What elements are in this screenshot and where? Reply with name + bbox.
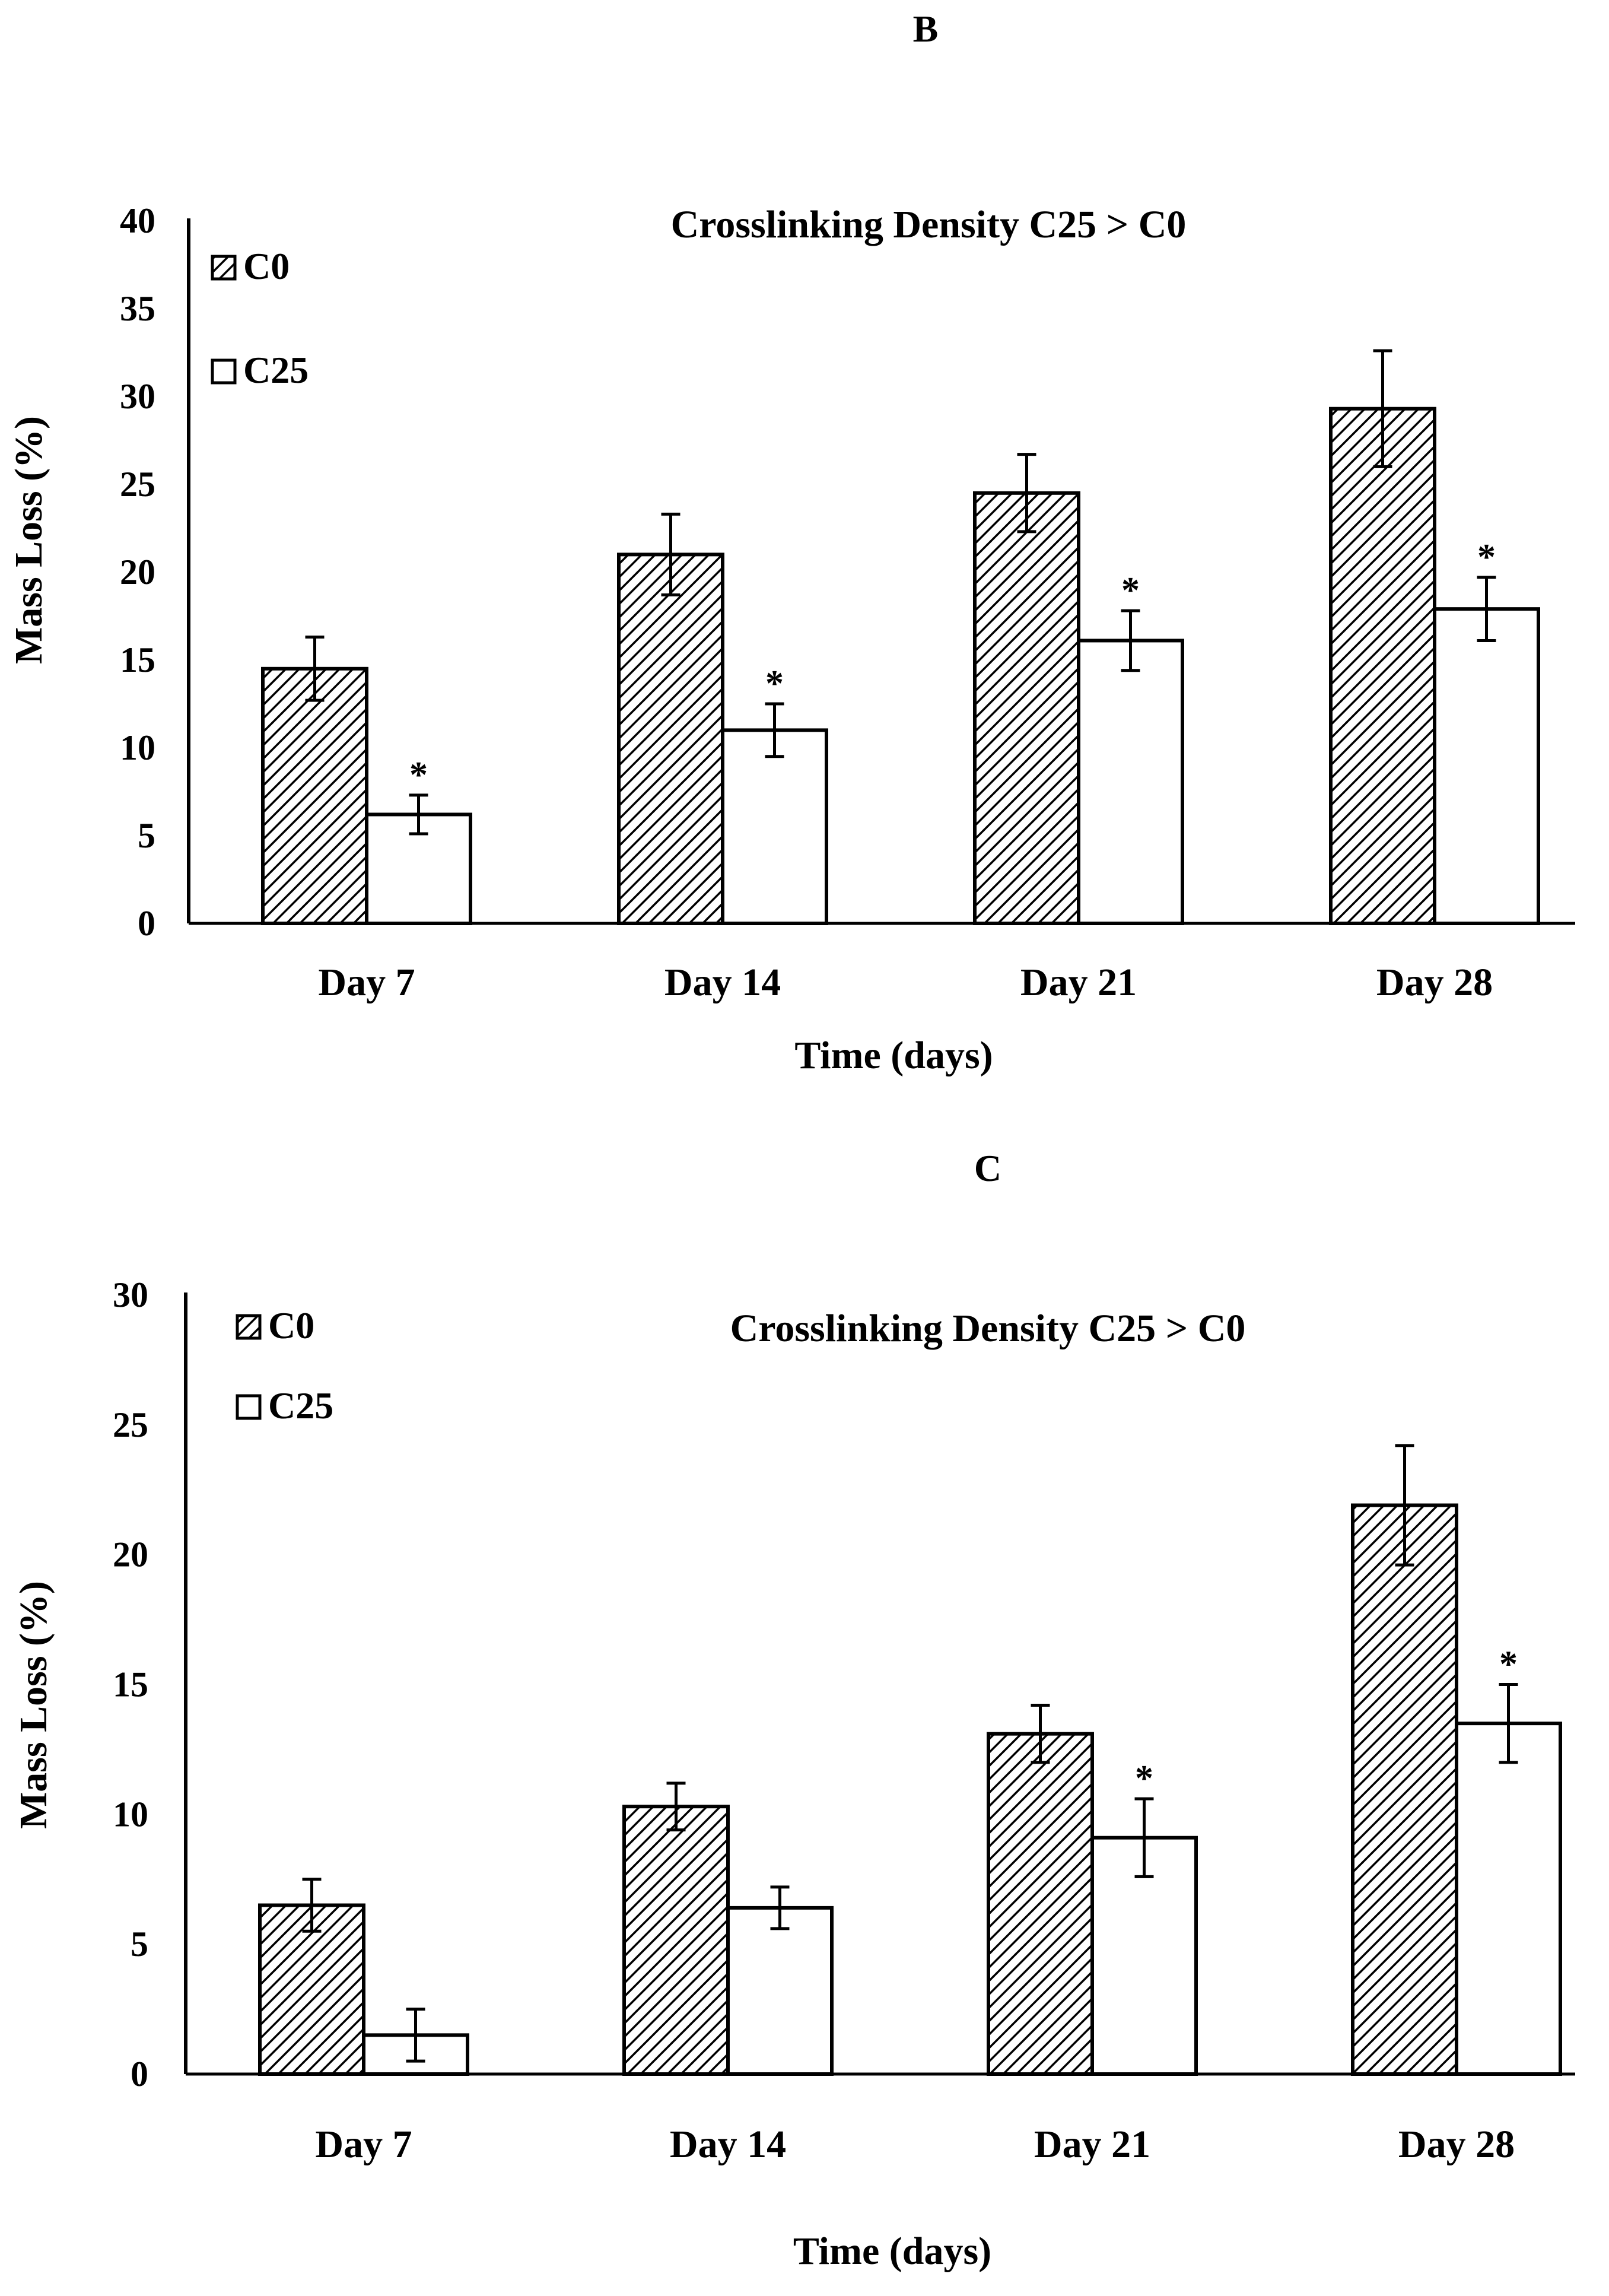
bar-c25	[1077, 639, 1184, 925]
legend-swatch-c25	[236, 1394, 262, 1420]
bar-c25	[726, 1906, 834, 2076]
bar-c0	[622, 1805, 730, 2076]
chart-panel-c: C 0 5 10 15 20 25 30 Crosslinking Density C25 >…	[0, 1116, 1609, 2296]
bar-c0	[258, 1903, 365, 2076]
chart-b-svg: B 0 5 10 15 20 25 30 35 40 Crosslinking Density C…	[7, 8, 1575, 1077]
category-label: Day 21	[1020, 961, 1137, 1004]
y-tick-label: 5	[131, 1925, 148, 1964]
bar-c0	[617, 552, 724, 925]
category-label: Day 7	[315, 2123, 412, 2166]
bar-c25	[721, 728, 828, 926]
bar-c25	[1433, 607, 1540, 926]
category-label: Day 14	[664, 961, 781, 1004]
legend-label-c0: C0	[268, 1304, 314, 1347]
y-tick-label: 30	[120, 377, 155, 416]
bar-c25	[1455, 1722, 1562, 2076]
legend-swatch-c0	[211, 255, 237, 281]
y-tick-label: 0	[131, 2054, 148, 2094]
bar-c0	[1351, 1503, 1458, 2076]
y-axis-title: Mass Loss (%)	[7, 416, 50, 664]
chart-panel-b: B 0 5 10 15 20 25 30 35 40 Crosslinking Density C…	[0, 0, 1609, 1104]
y-tick-label: 10	[120, 728, 155, 767]
category-label: Day 28	[1398, 2123, 1515, 2166]
y-tick-label: 25	[113, 1405, 148, 1444]
y-tick-label: 15	[120, 640, 155, 679]
y-tick-label: 20	[113, 1535, 148, 1574]
y-tick-label: 20	[120, 552, 155, 592]
significance-star: *	[765, 663, 784, 704]
y-tick-label: 0	[138, 904, 155, 943]
x-axis-title: Time (days)	[794, 1034, 993, 1077]
significance-star: *	[1477, 537, 1496, 577]
y-tick-label: 10	[113, 1795, 148, 1834]
bar-c0	[261, 666, 368, 926]
category-label: Day 28	[1376, 961, 1493, 1004]
chart-title: Crosslinking Density C25 > C0	[730, 1307, 1246, 1350]
significance-star: *	[1121, 570, 1140, 611]
y-tick-label: 5	[138, 816, 155, 855]
panel-label-b: B	[913, 8, 939, 50]
y-tick-label: 40	[120, 201, 155, 240]
legend-label-c0: C0	[243, 245, 290, 287]
y-tick-label: 25	[120, 465, 155, 504]
chart-c-svg: C 0 5 10 15 20 25 30 Crosslinking Density C25 >…	[12, 1147, 1575, 2273]
significance-star: *	[409, 755, 428, 795]
category-label: Day 14	[670, 2123, 786, 2166]
y-tick-label: 35	[120, 289, 155, 328]
y-axis-title: Mass Loss (%)	[12, 1581, 55, 1829]
bar-c0	[1329, 407, 1436, 925]
panel-label-c: C	[974, 1147, 1001, 1189]
x-axis-title: Time (days)	[793, 2230, 991, 2273]
category-label: Day 7	[318, 961, 415, 1004]
category-label: Day 21	[1034, 2123, 1150, 2166]
legend-label-c25: C25	[268, 1384, 333, 1427]
y-tick-label: 15	[113, 1665, 148, 1704]
legend-label-c25: C25	[243, 349, 309, 391]
legend-swatch-c25	[211, 358, 237, 385]
bar-c0	[973, 491, 1080, 925]
significance-star: *	[1135, 1758, 1153, 1799]
legend-swatch-c0	[236, 1314, 262, 1340]
significance-star: *	[1499, 1644, 1518, 1685]
y-tick-label: 30	[113, 1275, 148, 1314]
bar-c0	[987, 1732, 1094, 2076]
chart-title: Crosslinking Density C25 > C0	[671, 203, 1187, 246]
